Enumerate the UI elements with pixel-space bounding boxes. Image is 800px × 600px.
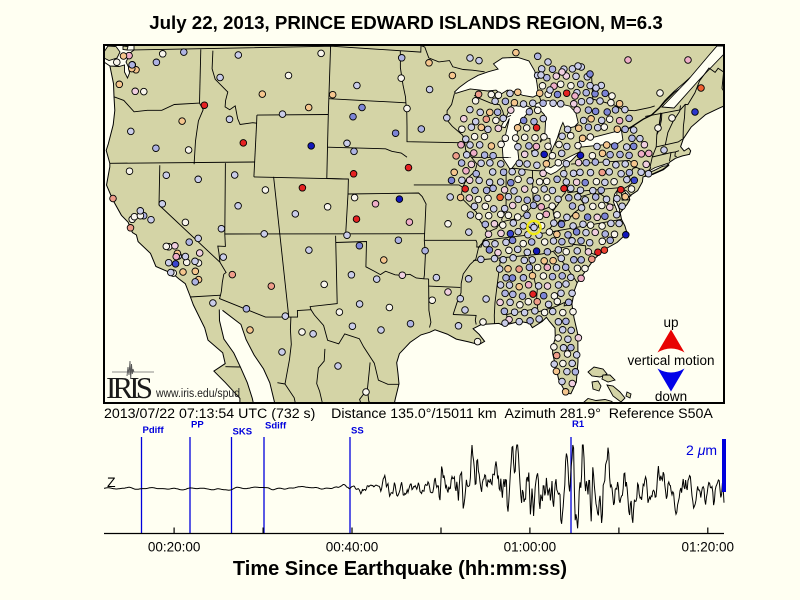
svg-text:Z: Z <box>107 474 116 490</box>
svg-text:R1: R1 <box>572 419 585 430</box>
svg-text:down: down <box>655 389 687 404</box>
svg-text:2 μm: 2 μm <box>686 442 717 458</box>
svg-text:www.iris.edu/spud: www.iris.edu/spud <box>155 388 240 400</box>
svg-text:2013/07/22 07:13:54 UTC (732 s: 2013/07/22 07:13:54 UTC (732 s) Distance… <box>104 406 713 422</box>
svg-text:IRIS: IRIS <box>106 370 153 405</box>
svg-text:up: up <box>663 315 678 330</box>
svg-text:Pdiff: Pdiff <box>143 425 165 436</box>
svg-text:PP: PP <box>191 420 204 431</box>
svg-text:Time Since Earthquake (hh:mm:s: Time Since Earthquake (hh:mm:ss) <box>233 558 567 580</box>
svg-text:vertical motion: vertical motion <box>627 353 714 368</box>
svg-text:00:40:00: 00:40:00 <box>326 540 379 555</box>
svg-text:July 22, 2013, PRINCE EDWARD I: July 22, 2013, PRINCE EDWARD ISLANDS REG… <box>149 12 663 33</box>
svg-text:SS: SS <box>351 426 364 437</box>
svg-text:01:20:00: 01:20:00 <box>682 540 735 555</box>
svg-text:00:20:00: 00:20:00 <box>148 540 201 555</box>
svg-text:01:00:00: 01:00:00 <box>504 540 557 555</box>
svg-text:SKS: SKS <box>233 427 253 438</box>
svg-text:Sdiff: Sdiff <box>265 421 287 432</box>
